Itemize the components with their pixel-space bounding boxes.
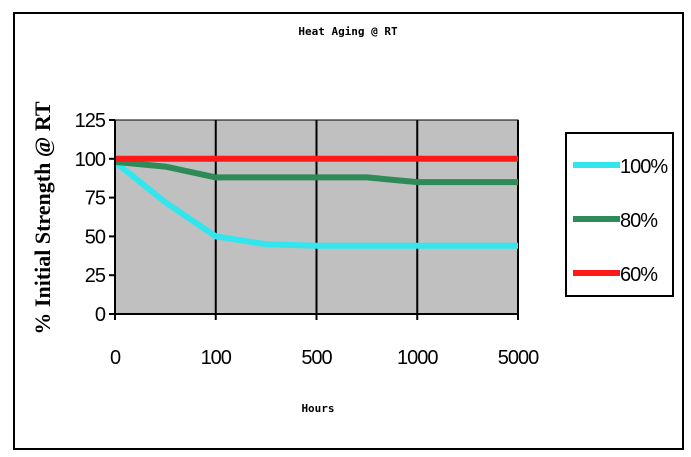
series-line-2	[114, 158, 518, 186]
chart-title: Heat Aging @ RT	[298, 25, 398, 38]
axes	[109, 119, 519, 320]
y-tick-labels: 0 25 50 75 100 125	[75, 110, 107, 326]
x-tick-label: 1000	[397, 347, 438, 369]
y-tick-label: 75	[85, 188, 106, 210]
y-axis-label: % Initial Strength @ RT	[30, 101, 55, 335]
legend-label: 100%	[620, 156, 668, 178]
x-axis-label: Hours	[301, 402, 334, 415]
legend: 100% 80% 60%	[565, 132, 674, 297]
legend-box	[565, 132, 674, 297]
x-tick-label: 0	[110, 347, 121, 369]
legend-label: 60%	[620, 264, 658, 286]
x-tick-label: 5000	[498, 347, 539, 369]
y-tick-label: 100	[75, 149, 106, 171]
y-tick-label: 125	[75, 110, 106, 132]
y-tick-label: 0	[95, 304, 106, 326]
series-lines	[113, 155, 518, 249]
x-tick-labels: 0 100 500 1000 5000	[110, 347, 540, 369]
legend-label: 80%	[620, 210, 658, 232]
x-tick-label: 100	[201, 347, 232, 369]
grid-lines	[214, 120, 519, 314]
x-tick-label: 500	[301, 347, 332, 369]
series-line-1	[113, 159, 518, 249]
y-tick-label: 50	[85, 226, 106, 248]
y-tick-label: 25	[85, 265, 106, 287]
